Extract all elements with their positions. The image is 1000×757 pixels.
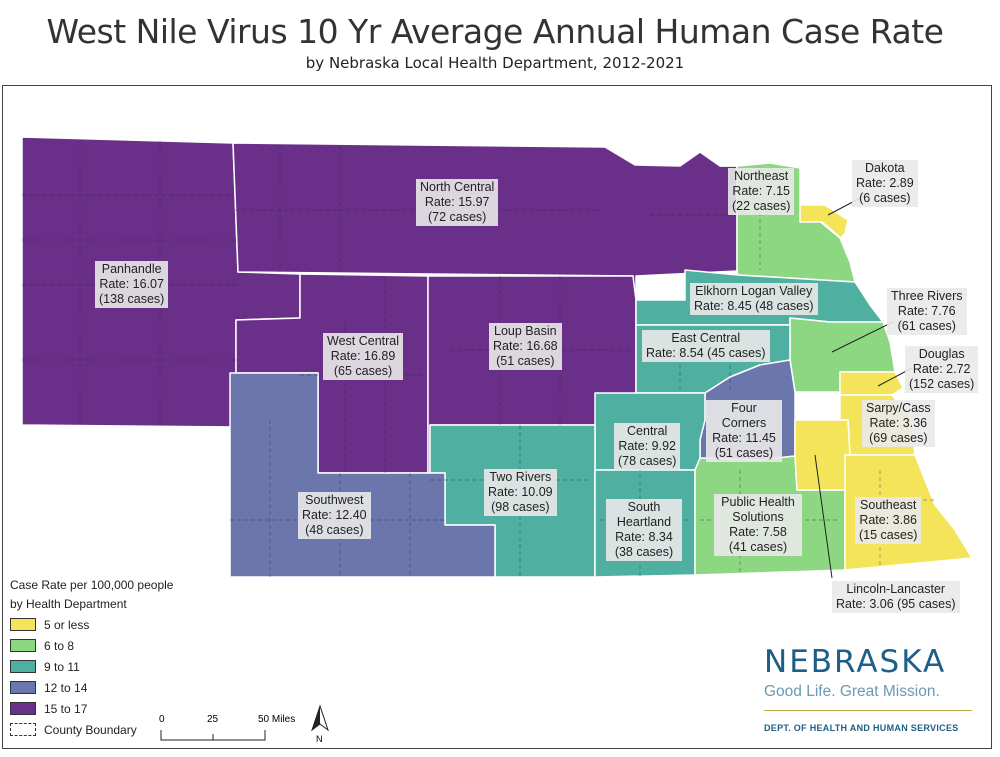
scale-label-25: 25 (207, 714, 219, 725)
leader-lincoln-lancaster (814, 454, 833, 579)
region-lincoln-lancaster (794, 419, 851, 491)
label-loup-basin: Loup Basin Rate: 16.68 (51 cases) (489, 323, 562, 370)
label-southeast: Southeast Rate: 3.86 (15 cases) (855, 497, 922, 544)
label-three-rivers: Three Rivers Rate: 7.76 (61 cases) (887, 288, 967, 335)
label-east-central: East Central Rate: 8.54 (45 cases) (642, 330, 770, 362)
legend-item: 5 or less (10, 614, 173, 635)
label-douglas: Douglas Rate: 2.72 (152 cases) (905, 346, 979, 393)
label-south-heartland: South Heartland Rate: 8.34 (38 cases) (606, 499, 682, 561)
scale-bar: 0 25 50 Miles N (159, 704, 329, 744)
scale-label-0: 0 (159, 714, 165, 725)
label-dakota: Dakota Rate: 2.89 (6 cases) (852, 160, 918, 207)
label-elkhorn-logan-valley: Elkhorn Logan Valley Rate: 8.45 (48 cases… (690, 283, 818, 315)
map-subtitle: by Nebraska Local Health Department, 201… (305, 54, 685, 72)
county-boundary-swatch (10, 723, 36, 736)
map-title: West Nile Virus 10 Yr Average Annual Hum… (46, 12, 944, 51)
legend: Case Rate per 100,000 people by Health D… (10, 576, 173, 740)
label-sarpy-cass: Sarpy/Cass Rate: 3.36 (69 cases) (862, 400, 935, 447)
legend-swatch (10, 660, 36, 673)
legend-swatch (10, 639, 36, 652)
legend-item: 12 to 14 (10, 677, 173, 698)
label-southwest: Southwest Rate: 12.40 (48 cases) (298, 492, 371, 539)
label-panhandle: Panhandle Rate: 16.07 (138 cases) (95, 261, 169, 308)
label-two-rivers: Two Rivers Rate: 10.09 (98 cases) (484, 469, 557, 516)
north-arrow-icon: N (311, 704, 329, 744)
legend-item: 15 to 17 (10, 698, 173, 719)
label-central: Central Rate: 9.92 (78 cases) (614, 423, 681, 470)
legend-item-county-boundary: County Boundary (10, 719, 173, 740)
label-west-central: West Central Rate: 16.89 (65 cases) (323, 333, 404, 380)
scale-label-50: 50 Miles (258, 714, 295, 725)
legend-title: Case Rate per 100,000 people (10, 578, 174, 592)
label-northeast: Northeast Rate: 7.15 (22 cases) (728, 168, 795, 215)
logo-department: DEPT. OF HEALTH AND HUMAN SERVICES (764, 723, 959, 733)
legend-swatch (10, 702, 36, 715)
legend-swatch (10, 618, 36, 631)
north-label: N (316, 734, 323, 744)
region-douglas (839, 371, 904, 396)
logo-tagline: Good Life. Great Mission. (764, 683, 940, 700)
logo-divider (764, 710, 972, 711)
label-lincoln-lancaster: Lincoln-Lancaster Rate: 3.06 (95 cases) (832, 581, 960, 613)
label-four-corners: Four Corners Rate: 11.45 (51 cases) (706, 400, 782, 462)
region-southwest (229, 372, 496, 578)
nebraska-dhhs-logo: NEBRASKA Good Life. Great Mission. DEPT.… (764, 644, 976, 733)
label-public-health-solutions: Public Health Solutions Rate: 7.58 (41 cas… (714, 494, 802, 556)
region-dakota (799, 204, 849, 239)
label-north-central: North Central Rate: 15.97 (72 cases) (416, 179, 499, 226)
legend-item: 9 to 11 (10, 656, 173, 677)
logo-wordmark: NEBRASKA (764, 644, 947, 680)
legend-item: 6 to 8 (10, 635, 173, 656)
legend-subtitle: by Health Department (10, 597, 127, 611)
leader-three-rivers (831, 321, 894, 353)
map-frame (2, 85, 992, 749)
legend-swatch (10, 681, 36, 694)
